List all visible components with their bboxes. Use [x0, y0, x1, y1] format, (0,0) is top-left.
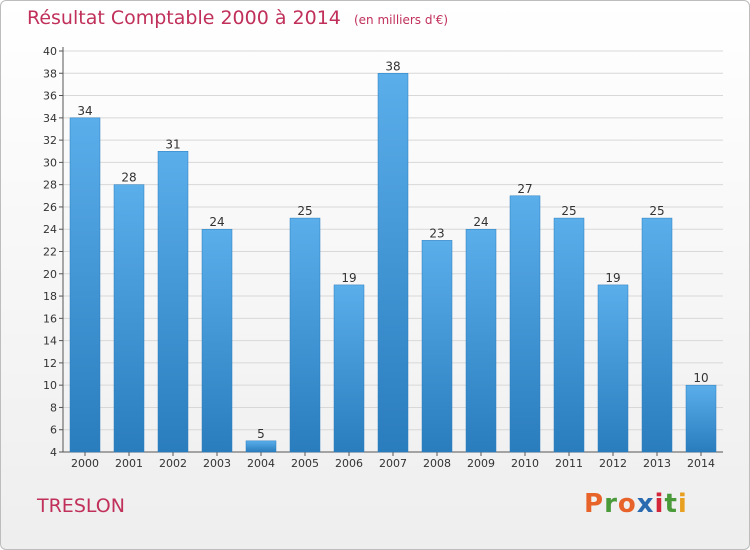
bar-2011 [553, 217, 585, 453]
x-tick-label-2001: 2001 [115, 457, 143, 470]
x-tick-label-2008: 2008 [423, 457, 451, 470]
x-tick-label-2012: 2012 [599, 457, 627, 470]
proxiti-logo[interactable]: Proxiti [584, 489, 688, 519]
value-label-2009: 24 [473, 215, 488, 229]
value-label-2002: 31 [165, 137, 180, 151]
value-label-2014: 10 [693, 371, 708, 385]
bar-2012 [597, 284, 629, 453]
y-tick-label: 40 [43, 45, 57, 58]
value-label-2012: 19 [605, 271, 620, 285]
y-tick-label: 6 [50, 424, 57, 437]
value-label-2001: 28 [121, 171, 136, 185]
x-tick-label-2003: 2003 [203, 457, 231, 470]
logo-letter: i [677, 489, 688, 519]
y-tick-label: 18 [43, 290, 57, 303]
x-tick-label-2013: 2013 [643, 457, 671, 470]
bar-2002 [157, 151, 189, 453]
y-tick-label: 20 [43, 268, 57, 281]
value-label-2004: 5 [257, 427, 265, 441]
bar-2013 [641, 217, 673, 453]
x-tick-label-2010: 2010 [511, 457, 539, 470]
y-tick-label: 16 [43, 312, 57, 325]
logo-letter: t [664, 489, 678, 519]
bar-2014 [685, 384, 717, 453]
y-tick-label: 22 [43, 246, 57, 259]
bar-2007 [377, 73, 409, 453]
bar-2006 [333, 284, 365, 453]
bar-2008 [421, 240, 453, 453]
value-label-2011: 25 [561, 204, 576, 218]
bar-2004 [245, 440, 277, 453]
bar-2010 [509, 195, 541, 453]
chart-title: Résultat Comptable 2000 à 2014 [27, 7, 341, 29]
y-tick-label: 34 [43, 112, 57, 125]
y-tick-label: 24 [43, 223, 57, 236]
bars [69, 73, 717, 453]
value-label-2006: 19 [341, 271, 356, 285]
x-tick-label-2000: 2000 [71, 457, 99, 470]
y-tick-label: 4 [50, 446, 57, 459]
y-tick-label: 38 [43, 67, 57, 80]
x-tick-label-2007: 2007 [379, 457, 407, 470]
x-tick-label-2011: 2011 [555, 457, 583, 470]
value-label-2005: 25 [297, 204, 312, 218]
x-tick-label-2005: 2005 [291, 457, 319, 470]
value-labels: 34 28 31 24 5 25 19 38 23 24 27 25 19 25 10 [77, 59, 708, 441]
y-tick-label: 8 [50, 401, 57, 414]
value-label-2003: 24 [209, 215, 224, 229]
y-tick-label: 10 [43, 379, 57, 392]
value-label-2010: 27 [517, 182, 532, 196]
bar-2001 [113, 184, 145, 453]
value-label-2007: 38 [385, 59, 400, 73]
y-tick-label: 12 [43, 357, 57, 370]
value-label-2000: 34 [77, 104, 92, 118]
bar-2000 [69, 117, 101, 453]
bar-2003 [201, 228, 233, 453]
value-label-2013: 25 [649, 204, 664, 218]
y-tick-label: 28 [43, 179, 57, 192]
y-tick-label: 36 [43, 90, 57, 103]
bar-2005 [289, 217, 321, 453]
logo-letter: r [604, 489, 618, 519]
value-label-2008: 23 [429, 226, 444, 240]
bar-2009 [465, 228, 497, 453]
y-tick-label: 26 [43, 201, 57, 214]
logo-letter: x [636, 489, 655, 519]
x-tick-label-2004: 2004 [247, 457, 275, 470]
logo-letter: i [654, 489, 665, 519]
logo-letter: P [584, 489, 605, 519]
x-tick-label-2009: 2009 [467, 457, 495, 470]
x-tick-label-2014: 2014 [687, 457, 715, 470]
y-tick-label: 32 [43, 134, 57, 147]
title-row: Résultat Comptable 2000 à 2014 (en milli… [27, 7, 448, 29]
commune-name: TRESLON [37, 495, 125, 517]
chart-unit: (en milliers d'€) [353, 13, 449, 27]
x-tick-label-2006: 2006 [335, 457, 363, 470]
y-tick-label: 30 [43, 156, 57, 169]
logo-letter: o [617, 489, 637, 519]
x-tick-label-2002: 2002 [159, 457, 187, 470]
y-tick-label: 14 [43, 335, 57, 348]
